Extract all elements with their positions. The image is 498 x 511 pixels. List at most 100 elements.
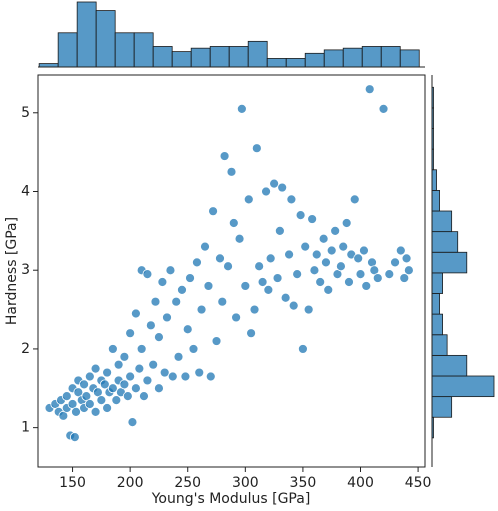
x-hist-bar <box>266 58 287 68</box>
x-tick-label: 250 <box>174 475 201 491</box>
point <box>162 312 172 323</box>
point <box>309 265 320 276</box>
point <box>182 324 193 335</box>
point <box>257 277 268 287</box>
point <box>125 371 136 382</box>
point <box>272 273 283 283</box>
point <box>69 432 80 442</box>
point <box>185 273 195 283</box>
point <box>84 399 95 409</box>
point <box>223 261 233 272</box>
x-hist-bar <box>171 51 192 68</box>
point <box>349 194 360 205</box>
point <box>127 417 138 428</box>
point <box>159 367 170 378</box>
point <box>336 261 346 272</box>
point <box>341 218 352 228</box>
y-hist-bar <box>431 396 453 418</box>
point <box>330 225 341 236</box>
point <box>355 269 366 280</box>
point <box>344 277 354 287</box>
point <box>277 182 288 193</box>
y-tick-label: 2 <box>21 341 30 357</box>
point <box>90 406 101 417</box>
point <box>119 379 130 390</box>
point <box>136 344 147 354</box>
point <box>111 395 122 405</box>
point <box>165 265 176 276</box>
point <box>284 249 294 260</box>
x-hist-bar <box>380 46 401 68</box>
point <box>359 245 369 256</box>
point <box>251 143 262 154</box>
point <box>364 84 375 95</box>
x-hist-bar <box>399 49 420 68</box>
point <box>378 103 389 114</box>
point <box>231 312 242 323</box>
point <box>265 253 276 264</box>
point <box>338 241 349 252</box>
point <box>217 296 228 307</box>
point <box>208 206 218 217</box>
point <box>145 320 156 331</box>
point <box>134 363 145 374</box>
point <box>139 391 149 402</box>
point <box>211 336 222 346</box>
x-hist-bar <box>361 46 382 68</box>
y-tick-label: 4 <box>21 183 30 199</box>
y-hist-bar <box>431 210 453 233</box>
point <box>122 391 133 402</box>
x-hist-bar <box>190 47 211 68</box>
y-tick-label: 1 <box>21 420 30 436</box>
point <box>79 379 89 390</box>
point <box>142 269 153 280</box>
point <box>171 296 182 307</box>
point <box>236 103 247 114</box>
point <box>102 367 113 378</box>
plot-frame <box>37 74 426 468</box>
x-hist-bar <box>323 49 344 68</box>
x-hist-bar <box>342 47 363 68</box>
point <box>125 328 136 339</box>
point <box>372 273 383 283</box>
point <box>286 194 297 205</box>
point <box>315 277 326 287</box>
point <box>399 273 410 283</box>
point <box>177 284 187 295</box>
point <box>280 292 291 303</box>
point <box>154 332 164 343</box>
point <box>131 308 141 319</box>
point <box>226 166 237 177</box>
x-tick-label: 300 <box>232 475 259 491</box>
point <box>180 371 191 382</box>
point <box>263 284 274 295</box>
x-hist-bar <box>38 63 59 68</box>
point <box>148 359 159 370</box>
point <box>173 351 184 362</box>
y-hist-bar <box>431 354 468 377</box>
point <box>99 379 110 390</box>
point <box>188 344 199 354</box>
point <box>194 367 205 378</box>
point <box>269 178 280 189</box>
y-hist-bar <box>431 272 443 294</box>
point <box>167 371 178 382</box>
point <box>246 328 256 339</box>
x-hist-bar <box>285 58 306 68</box>
point <box>84 371 95 382</box>
x-hist-bar <box>152 46 173 68</box>
point <box>107 383 118 394</box>
point <box>298 344 308 354</box>
point <box>234 233 245 244</box>
point <box>254 261 265 272</box>
x-tick-label: 200 <box>117 475 144 491</box>
x-tick-label: 350 <box>290 475 317 491</box>
point <box>90 363 101 374</box>
point <box>131 383 141 394</box>
point <box>192 257 202 268</box>
point <box>274 225 285 236</box>
point <box>61 391 72 402</box>
point <box>196 304 207 315</box>
point <box>384 269 395 280</box>
point <box>326 245 337 256</box>
